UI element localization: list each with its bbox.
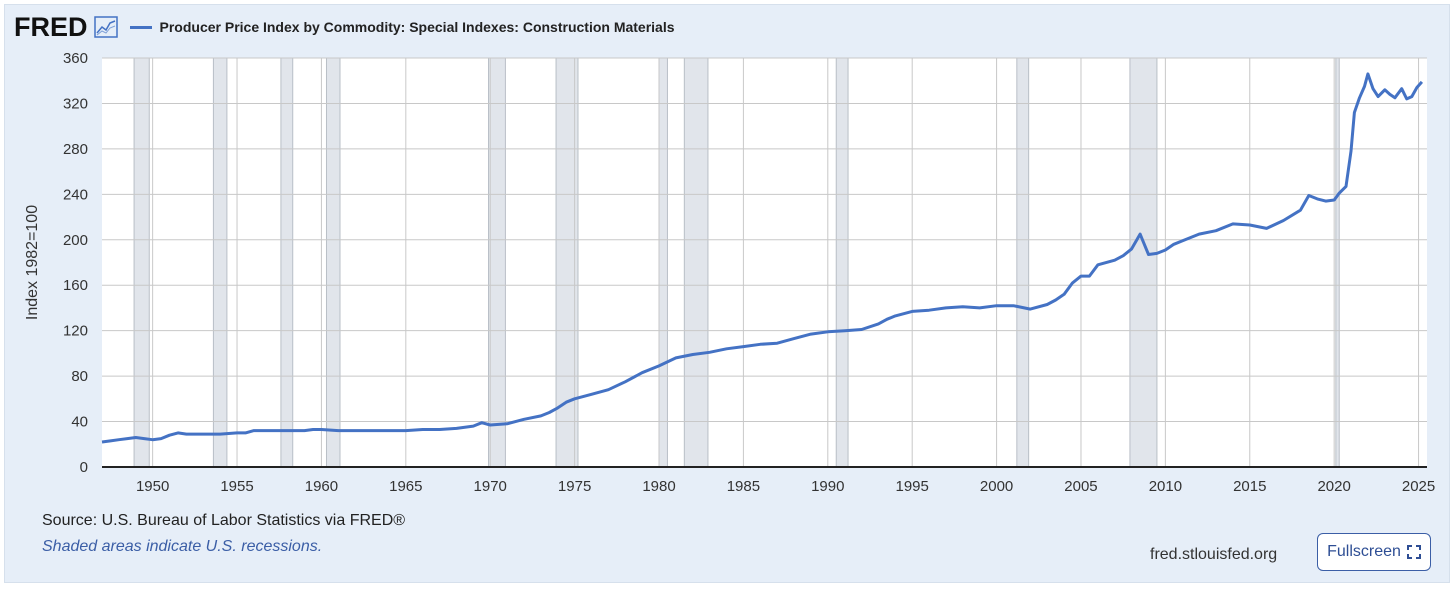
- y-tick-label: 240: [63, 186, 88, 203]
- legend-line-swatch: [129, 25, 152, 29]
- recession-band: [683, 57, 709, 468]
- x-tick-label: 1960: [305, 478, 338, 495]
- y-tick-label: 360: [63, 50, 88, 67]
- y-tick-label: 280: [63, 141, 88, 158]
- series-title: Producer Price Index by Commodity: Speci…: [159, 19, 675, 35]
- y-tick-label: 40: [71, 414, 88, 431]
- x-tick-label: 1955: [220, 478, 253, 495]
- site-url[interactable]: fred.stlouisfed.org: [1150, 546, 1278, 563]
- source-text: Source: U.S. Bureau of Labor Statistics …: [42, 512, 406, 529]
- series-line: [101, 72, 1424, 444]
- fullscreen-button[interactable]: Fullscreen: [1317, 533, 1431, 571]
- chart-header: FRED Producer Price Index by Commodity: …: [14, 12, 675, 42]
- x-tick-label: 2005: [1064, 478, 1097, 495]
- y-tick-label: 320: [63, 95, 88, 112]
- x-tick-label: 2025: [1402, 478, 1435, 495]
- y-tick-label: 80: [71, 368, 88, 385]
- y-tick-label: 160: [63, 277, 88, 294]
- recession-band: [325, 57, 341, 468]
- recession-band: [488, 57, 506, 468]
- x-tick-label: 2015: [1233, 478, 1266, 495]
- x-tick-label: 1965: [389, 478, 422, 495]
- x-tick-label: 2020: [1317, 478, 1350, 495]
- recession-band: [133, 57, 150, 468]
- recession-band: [280, 57, 294, 468]
- recession-note: Shaded areas indicate U.S. recessions.: [42, 538, 323, 555]
- recession-band: [1016, 57, 1030, 468]
- x-tick-label: 1970: [474, 478, 507, 495]
- x-tick-label: 1950: [136, 478, 169, 495]
- fred-logo[interactable]: FRED: [14, 11, 88, 42]
- y-axis-label: Index 1982=100: [24, 205, 41, 320]
- line-chart: 0 40 80 120 160 200 240 280 320 360 1950 1955 1960 19…: [24, 50, 1435, 495]
- y-tick-label: 0: [80, 459, 88, 476]
- fullscreen-label: Fullscreen: [1327, 543, 1401, 560]
- recession-band: [835, 57, 849, 468]
- recession-band: [212, 57, 228, 468]
- plot-area: [102, 58, 1427, 467]
- x-tick-label: 2010: [1149, 478, 1182, 495]
- recession-band: [1335, 57, 1340, 468]
- x-tick-label: 1990: [811, 478, 844, 495]
- x-tick-label: 1975: [558, 478, 591, 495]
- recession-band: [1129, 57, 1158, 468]
- fullscreen-icon: [1406, 545, 1421, 559]
- y-tick-label: 200: [63, 232, 88, 249]
- x-tick-label: 1980: [642, 478, 675, 495]
- x-tick-label: 1985: [727, 478, 760, 495]
- x-tick-label: 2000: [980, 478, 1013, 495]
- x-tick-label: 1995: [896, 478, 929, 495]
- y-tick-label: 120: [63, 323, 88, 340]
- recession-band: [658, 57, 668, 468]
- chart-line-icon: [93, 16, 118, 38]
